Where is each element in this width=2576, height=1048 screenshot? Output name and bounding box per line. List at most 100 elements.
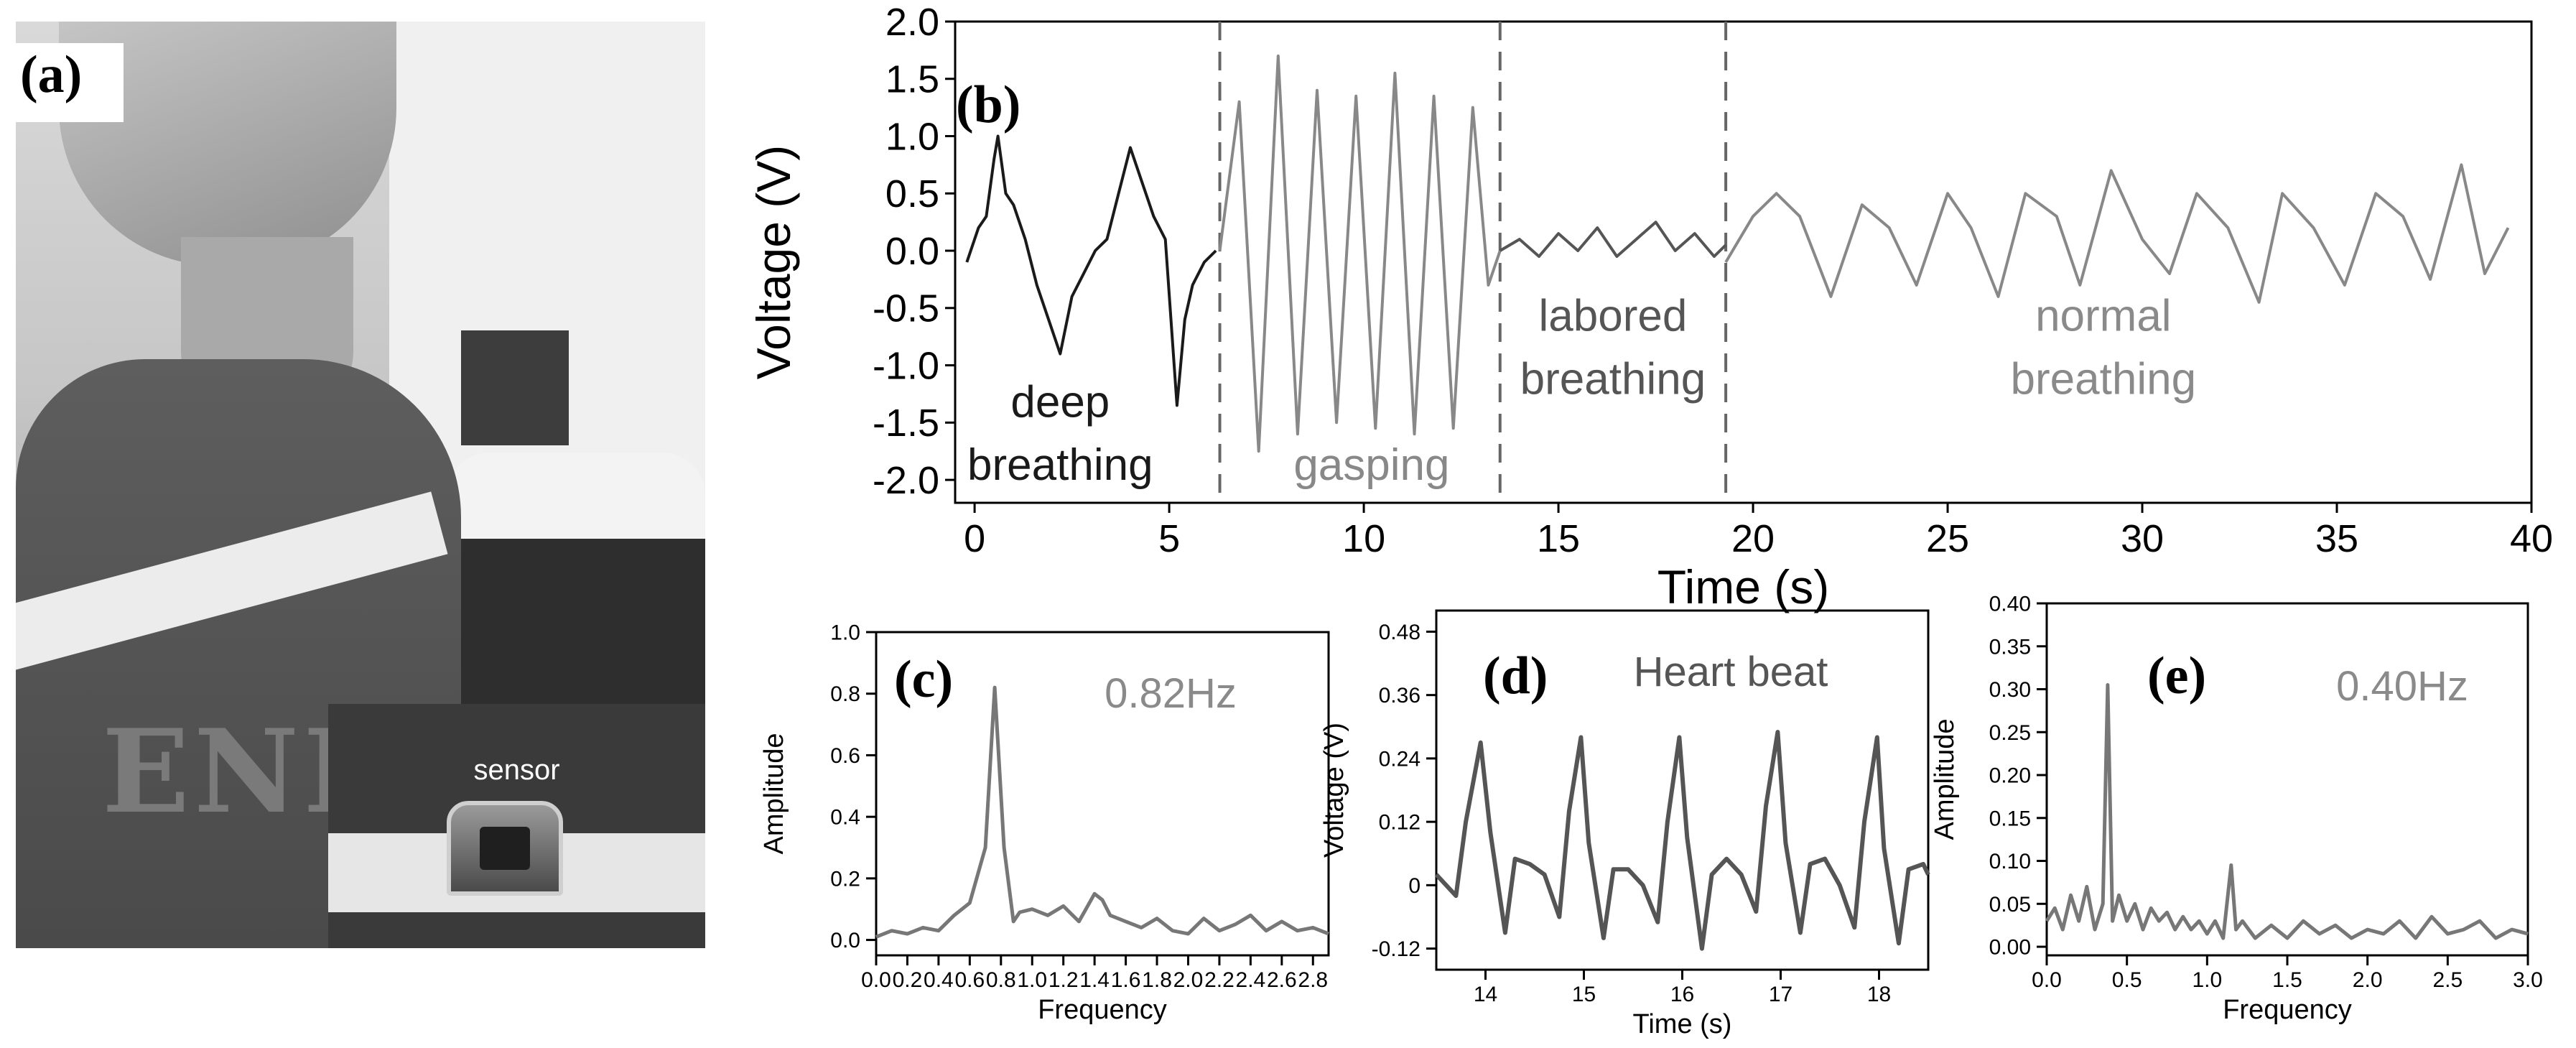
chart-b-x-tick-label: 30 — [2121, 517, 2164, 560]
chart-b-x-tick-label: 25 — [1926, 517, 1969, 560]
chart-b-y-axis-label: Voltage (V) — [747, 145, 800, 380]
chart-b-y-tick-label: 2.0 — [885, 1, 939, 44]
panel-label-e: (e) — [2147, 646, 2206, 705]
chart-e-y-tick-label: 0.00 — [1989, 936, 2031, 960]
chart-b-y-tick-label: 0.5 — [885, 172, 939, 215]
sensor-label: sensor — [473, 754, 560, 786]
chart-c-y-tick-label: 0.0 — [830, 929, 860, 952]
chart-d-y-axis-label: Voltage (V) — [1319, 723, 1349, 858]
chart-c-x-axis-label: Frequency — [1038, 995, 1167, 1025]
chart-e-x-tick-label: 1.5 — [2272, 968, 2302, 992]
label-a-background — [16, 43, 124, 122]
chart-d-x-axis-label: Time (s) — [1633, 1009, 1732, 1039]
chart-b-series-line — [965, 134, 1217, 407]
sensor-core — [480, 827, 530, 870]
chart-b-x-tick-label: 5 — [1158, 517, 1180, 560]
chart-b-annotation: breathing — [2011, 354, 2197, 404]
chart-c-series-line — [875, 685, 1329, 939]
chart-e-y-tick-label: 0.15 — [1989, 807, 2031, 830]
chart-e-peak-label: 0.40Hz — [2336, 663, 2468, 710]
chart-e-y-tick-label: 0.40 — [1989, 593, 2031, 616]
chart-c-y-tick-label: 0.4 — [830, 806, 860, 830]
chart-e-y-tick-label: 0.25 — [1989, 721, 2031, 745]
chart-b-annotation: normal — [2035, 292, 2172, 341]
chart-c-x-tick-label: 2.8 — [1298, 968, 1328, 992]
chart-c-x-tick-label: 0.6 — [954, 968, 985, 992]
photo-panel: ENE sensor — [16, 22, 705, 948]
chart-b-x-tick-label: 10 — [1342, 517, 1385, 560]
chart-c-y-tick-label: 1.0 — [830, 621, 860, 645]
chart-e-y-tick-label: 0.20 — [1989, 764, 2031, 788]
panel-label-c: (c) — [894, 650, 953, 709]
lab-equipment — [461, 330, 569, 445]
chart-e-y-tick-label: 0.05 — [1989, 893, 2031, 917]
chart-e-x-tick-label: 2.5 — [2432, 968, 2463, 992]
chart-c-x-tick-label: 2.4 — [1236, 968, 1266, 992]
chart-c-x-tick-label: 0.4 — [924, 968, 954, 992]
chart-c-x-tick-label: 0.2 — [893, 968, 923, 992]
chart-d-x-tick-label: 17 — [1769, 983, 1792, 1006]
chart-b-y-tick-label: -0.5 — [873, 287, 939, 330]
chart-d-y-tick-label: 0.48 — [1379, 621, 1420, 644]
chart-b-annotation: labored — [1539, 292, 1688, 341]
chart-d-y-tick-label: 0.12 — [1379, 811, 1420, 835]
sensor-inset: sensor — [328, 704, 705, 948]
chart-d-y-tick-label: 0.36 — [1379, 684, 1420, 708]
chart-e-y-tick-label: 0.10 — [1989, 850, 2031, 873]
chart-d-x-tick-label: 15 — [1572, 983, 1596, 1006]
chart-b-y-tick-label: 1.0 — [885, 115, 939, 158]
sensor-device — [447, 801, 563, 896]
chart-b-annotation: deep — [1010, 377, 1110, 427]
chart-e-x-tick-label: 0.0 — [2032, 968, 2062, 992]
chart-c-x-tick-label: 1.0 — [1017, 968, 1047, 992]
chart-c-x-tick-label: 1.4 — [1079, 968, 1110, 992]
chart-c-y-axis-label: Amplitude — [759, 733, 789, 855]
chart-b-frame — [954, 20, 2533, 504]
chart-b-y-tick-label: -1.0 — [873, 344, 939, 387]
chart-d-y-tick-label: -0.12 — [1372, 937, 1420, 961]
chart-c-peak-label: 0.82Hz — [1105, 670, 1237, 717]
chart-c-x-tick-label: 2.0 — [1173, 968, 1204, 992]
chart-b-x-tick-label: 40 — [2510, 517, 2553, 560]
chart-b-x-tick-label: 20 — [1731, 517, 1775, 560]
chart-c-x-tick-label: 1.8 — [1142, 968, 1172, 992]
chart-b-series-line — [1218, 54, 1502, 453]
chart-d-x-tick-label: 18 — [1867, 983, 1891, 1006]
chart-d-series-line — [1434, 730, 1930, 951]
chart-b-y-tick-label: -1.5 — [873, 402, 939, 445]
chart-d-y-tick-label: 0 — [1408, 874, 1420, 898]
chart-b-annotation: gasping — [1293, 440, 1449, 490]
chart-b-x-tick-label: 0 — [964, 517, 985, 560]
chart-c-frame — [875, 631, 1330, 957]
chart-d-title: Heart beat — [1634, 649, 1828, 695]
chart-e-y-axis-label: Amplitude — [1930, 719, 1960, 840]
chart-c-y-tick-label: 0.8 — [830, 682, 860, 706]
chart-c-x-tick-label: 1.6 — [1111, 968, 1141, 992]
chart-b-annotation: breathing — [967, 440, 1153, 490]
chart-e-x-tick-label: 2.0 — [2353, 968, 2383, 992]
chart-d-x-tick-label: 14 — [1474, 983, 1497, 1006]
chart-d-x-tick-label: 16 — [1670, 983, 1694, 1006]
chart-e-y-tick-label: 0.35 — [1989, 635, 2031, 659]
chart-e-x-tick-label: 0.5 — [2112, 968, 2142, 992]
chart-c-x-tick-label: 1.2 — [1048, 968, 1079, 992]
chart-c-x-tick-label: 0.8 — [986, 968, 1016, 992]
chart-b-series-line — [1724, 163, 2510, 304]
chart-e-x-axis-label: Frequency — [2223, 995, 2352, 1025]
chart-c-x-tick-label: 2.2 — [1204, 968, 1234, 992]
chart-e-x-tick-label: 3.0 — [2513, 968, 2543, 992]
chart-e-y-tick-label: 0.30 — [1989, 678, 2031, 702]
chart-c-y-tick-label: 0.6 — [830, 744, 860, 768]
chart-d-y-tick-label: 0.24 — [1379, 747, 1420, 771]
chart-e-series-line — [2045, 683, 2529, 940]
chart-b-x-tick-label: 15 — [1537, 517, 1580, 560]
chart-c-y-tick-label: 0.2 — [830, 867, 860, 891]
chart-e-x-tick-label: 1.0 — [2192, 968, 2222, 992]
panel-label-d: (d) — [1483, 646, 1548, 705]
chart-c-x-tick-label: 2.6 — [1267, 968, 1297, 992]
chart-b-x-axis-label: Time (s) — [1657, 560, 1830, 613]
chart-b-series-line — [1499, 221, 1727, 258]
chart-b-y-tick-label: 1.5 — [885, 58, 939, 101]
panel-label-a: (a) — [20, 45, 83, 104]
